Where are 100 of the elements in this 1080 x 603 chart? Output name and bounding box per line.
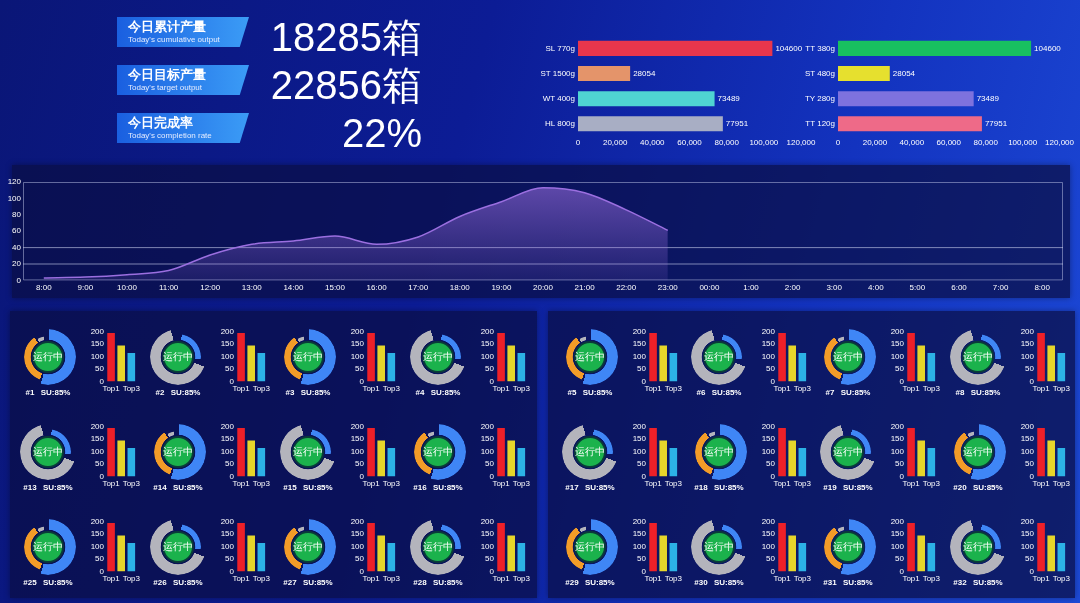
text: 运行中 <box>33 446 63 457</box>
y-tick-label: 150 <box>632 434 647 444</box>
x-tick-label: 60,000 <box>936 138 962 148</box>
x-tick-label: 23:00 <box>657 283 679 293</box>
bar <box>377 345 385 382</box>
y-tick-label: 50 <box>766 364 776 374</box>
y-tick-label: 50 <box>355 459 365 469</box>
text: Today's cumulative output <box>128 35 220 44</box>
y-tick-label: 150 <box>90 339 105 349</box>
y-tick-label: 0 <box>770 471 776 481</box>
y-tick-label: WT 400g <box>542 93 575 103</box>
text: 运行中 <box>833 541 863 552</box>
y-tick-label: 200 <box>890 327 905 336</box>
y-tick-label: 200 <box>1020 422 1035 431</box>
x-tick-label: Top3 <box>922 479 941 489</box>
x-tick-label: Top1 <box>644 574 663 584</box>
y-tick-label: 0 <box>359 566 365 576</box>
bar <box>917 535 925 572</box>
data-label: 104600 <box>1034 43 1062 53</box>
text: Today's target output <box>128 83 203 92</box>
y-tick-label: 200 <box>632 422 647 431</box>
bar <box>117 345 125 382</box>
text: #31 SU:85% <box>823 578 873 587</box>
y-tick-label: 50 <box>637 459 647 469</box>
bar <box>838 65 890 82</box>
y-tick-label: 150 <box>890 434 905 444</box>
bar <box>917 345 925 382</box>
x-tick-label: 16:00 <box>366 283 388 293</box>
bar <box>377 535 385 572</box>
y-tick-label: 80 <box>12 210 22 219</box>
x-tick-label: 18:00 <box>449 283 471 293</box>
bar <box>387 447 396 477</box>
x-tick-label: Top3 <box>122 574 141 584</box>
x-tick-label: 20:00 <box>532 283 554 293</box>
y-tick-label: 150 <box>220 529 235 539</box>
y-tick-label: 100 <box>1020 351 1035 361</box>
y-tick-label: 200 <box>220 327 235 336</box>
y-tick-label: 0 <box>489 376 495 386</box>
text: 运行中 <box>293 351 323 362</box>
bar <box>367 333 375 382</box>
x-tick-label: Top1 <box>1032 384 1051 394</box>
y-tick-label: 100 <box>90 446 105 456</box>
text: #32 SU:85% <box>953 578 1003 587</box>
bar <box>649 428 657 477</box>
y-tick-label: 100 <box>1020 541 1035 551</box>
y-tick-label: 0 <box>641 566 647 576</box>
y-tick-label: 0 <box>489 566 495 576</box>
x-tick-label: 100,000 <box>1008 138 1038 148</box>
bar <box>917 440 925 477</box>
y-tick-label: 50 <box>225 554 235 564</box>
y-tick-label: 0 <box>489 471 495 481</box>
y-tick-label: 150 <box>220 339 235 349</box>
x-tick-label: Top3 <box>793 479 812 489</box>
y-tick-label: 50 <box>895 554 905 564</box>
y-tick-label: 0 <box>99 376 105 386</box>
bar <box>237 333 245 382</box>
y-tick-label: 100 <box>480 446 495 456</box>
x-tick-label: Top3 <box>382 384 401 394</box>
text: #15 SU:85% <box>283 483 333 492</box>
y-tick-label: ST 480g <box>804 68 835 78</box>
bar <box>497 523 505 572</box>
y-tick-label: 200 <box>480 517 495 526</box>
text: 运行中 <box>423 351 453 362</box>
x-tick-label: 40,000 <box>640 138 666 148</box>
bar <box>117 440 125 477</box>
y-tick-label: 0 <box>229 566 235 576</box>
x-tick-label: Top1 <box>902 384 921 394</box>
y-tick-label: 50 <box>355 554 365 564</box>
x-tick-label: 8:00 <box>1034 283 1051 293</box>
text: #26 SU:85% <box>153 578 203 587</box>
x-tick-label: 80,000 <box>714 138 740 148</box>
y-tick-label: 50 <box>355 364 365 374</box>
x-tick-label: 6:00 <box>951 283 968 293</box>
y-tick-label: 20 <box>12 259 22 269</box>
y-tick-label: 50 <box>225 459 235 469</box>
y-tick-label: 100 <box>890 351 905 361</box>
y-tick-label: 200 <box>350 327 365 336</box>
text: 运行中 <box>423 541 453 552</box>
x-tick-label: 7:00 <box>992 283 1009 293</box>
y-tick-label: 0 <box>229 471 235 481</box>
y-tick-label: 50 <box>95 554 105 564</box>
y-tick-label: 0 <box>359 376 365 386</box>
y-tick-label: 200 <box>480 422 495 431</box>
text: 22% <box>341 111 422 155</box>
bar <box>788 535 796 572</box>
x-tick-label: 10:00 <box>116 283 138 293</box>
data-label: 77951 <box>725 119 749 129</box>
y-tick-label: 0 <box>1029 376 1035 386</box>
bar <box>237 523 245 572</box>
text: 今日目标产量 <box>128 67 206 82</box>
text: 运行中 <box>163 541 193 552</box>
text: 运行中 <box>704 351 734 362</box>
text: 18285箱 <box>270 15 422 59</box>
bar <box>907 428 915 477</box>
text: 运行中 <box>163 446 193 457</box>
y-tick-label: 100 <box>632 351 647 361</box>
y-tick-label: 200 <box>220 422 235 431</box>
y-tick-label: 0 <box>99 471 105 481</box>
x-tick-label: Top3 <box>512 384 531 394</box>
x-tick-label: Top1 <box>1032 479 1051 489</box>
